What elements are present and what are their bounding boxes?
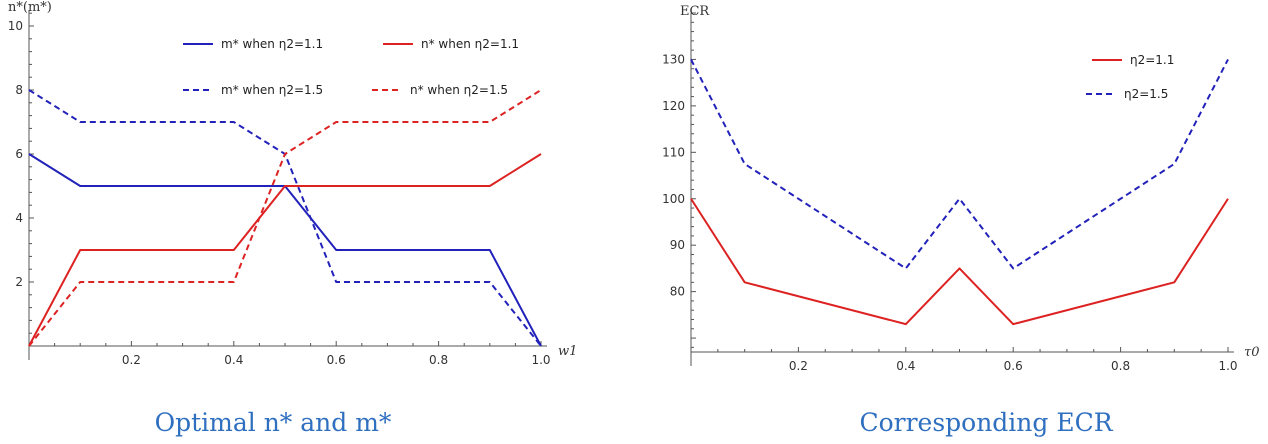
legend-label-1: n* when η2=1.1 [421, 37, 519, 51]
legend-label-3: n* when η2=1.5 [410, 83, 508, 97]
y-tick-label: 130 [662, 52, 685, 66]
series-line-2 [28, 89, 542, 347]
y-tick-label: 10 [8, 19, 23, 33]
caption-1: Corresponding ECR [859, 408, 1113, 437]
y-tick-label: 120 [662, 99, 685, 113]
caption-0: Optimal n* and m* [155, 408, 392, 437]
x-tick-label: 0.4 [896, 359, 915, 373]
y-tick-label: 110 [662, 145, 685, 159]
x-axis-label: τ0 [1244, 345, 1259, 360]
legend-label-2: m* when η2=1.5 [221, 83, 323, 97]
series-line-0 [690, 198, 1229, 326]
x-tick-label: 1.0 [1218, 359, 1237, 373]
x-tick-label: 0.8 [1111, 359, 1130, 373]
series-line-1 [28, 153, 542, 347]
chart-optimal-n-m: 0.2 0.4 0.6 0.8 1.0 2 4 6 8 10 n*(m*) w1 m* when η2=… [8, 0, 578, 367]
y-tick-label: 2 [15, 275, 23, 289]
x-tick-label: 0.6 [327, 353, 346, 367]
x-tick-label: 0.2 [122, 353, 141, 367]
captions: Optimal n* and m* Corresponding ECR [155, 408, 1114, 437]
y-tick-label: 90 [670, 238, 685, 252]
y-axis-label: ECR [680, 4, 710, 19]
x-tick-label: 0.8 [429, 353, 448, 367]
x-axis-label: w1 [558, 344, 577, 359]
y-tick-label: 80 [670, 285, 685, 299]
x-tick-label: 0.2 [789, 359, 808, 373]
legend-label-0: η2=1.1 [1130, 53, 1174, 67]
legend-label-0: m* when η2=1.1 [221, 37, 323, 51]
y-tick-label: 100 [662, 192, 685, 206]
y-tick-label: 6 [15, 147, 23, 161]
x-tick-label: 0.4 [224, 353, 243, 367]
chart-ecr: 0.2 0.4 0.6 0.8 1.0 80 90 100 110 120 130 ECR τ0 η2=1… [662, 4, 1259, 373]
x-tick-label: 0.6 [1004, 359, 1023, 373]
series-line-3 [28, 89, 542, 347]
legend-label-1: η2=1.5 [1124, 87, 1168, 101]
x-tick-label: 1.0 [531, 353, 550, 367]
y-tick-label: 4 [15, 211, 23, 225]
y-axis-label: n*(m*) [8, 0, 52, 15]
y-tick-label: 8 [15, 83, 23, 97]
